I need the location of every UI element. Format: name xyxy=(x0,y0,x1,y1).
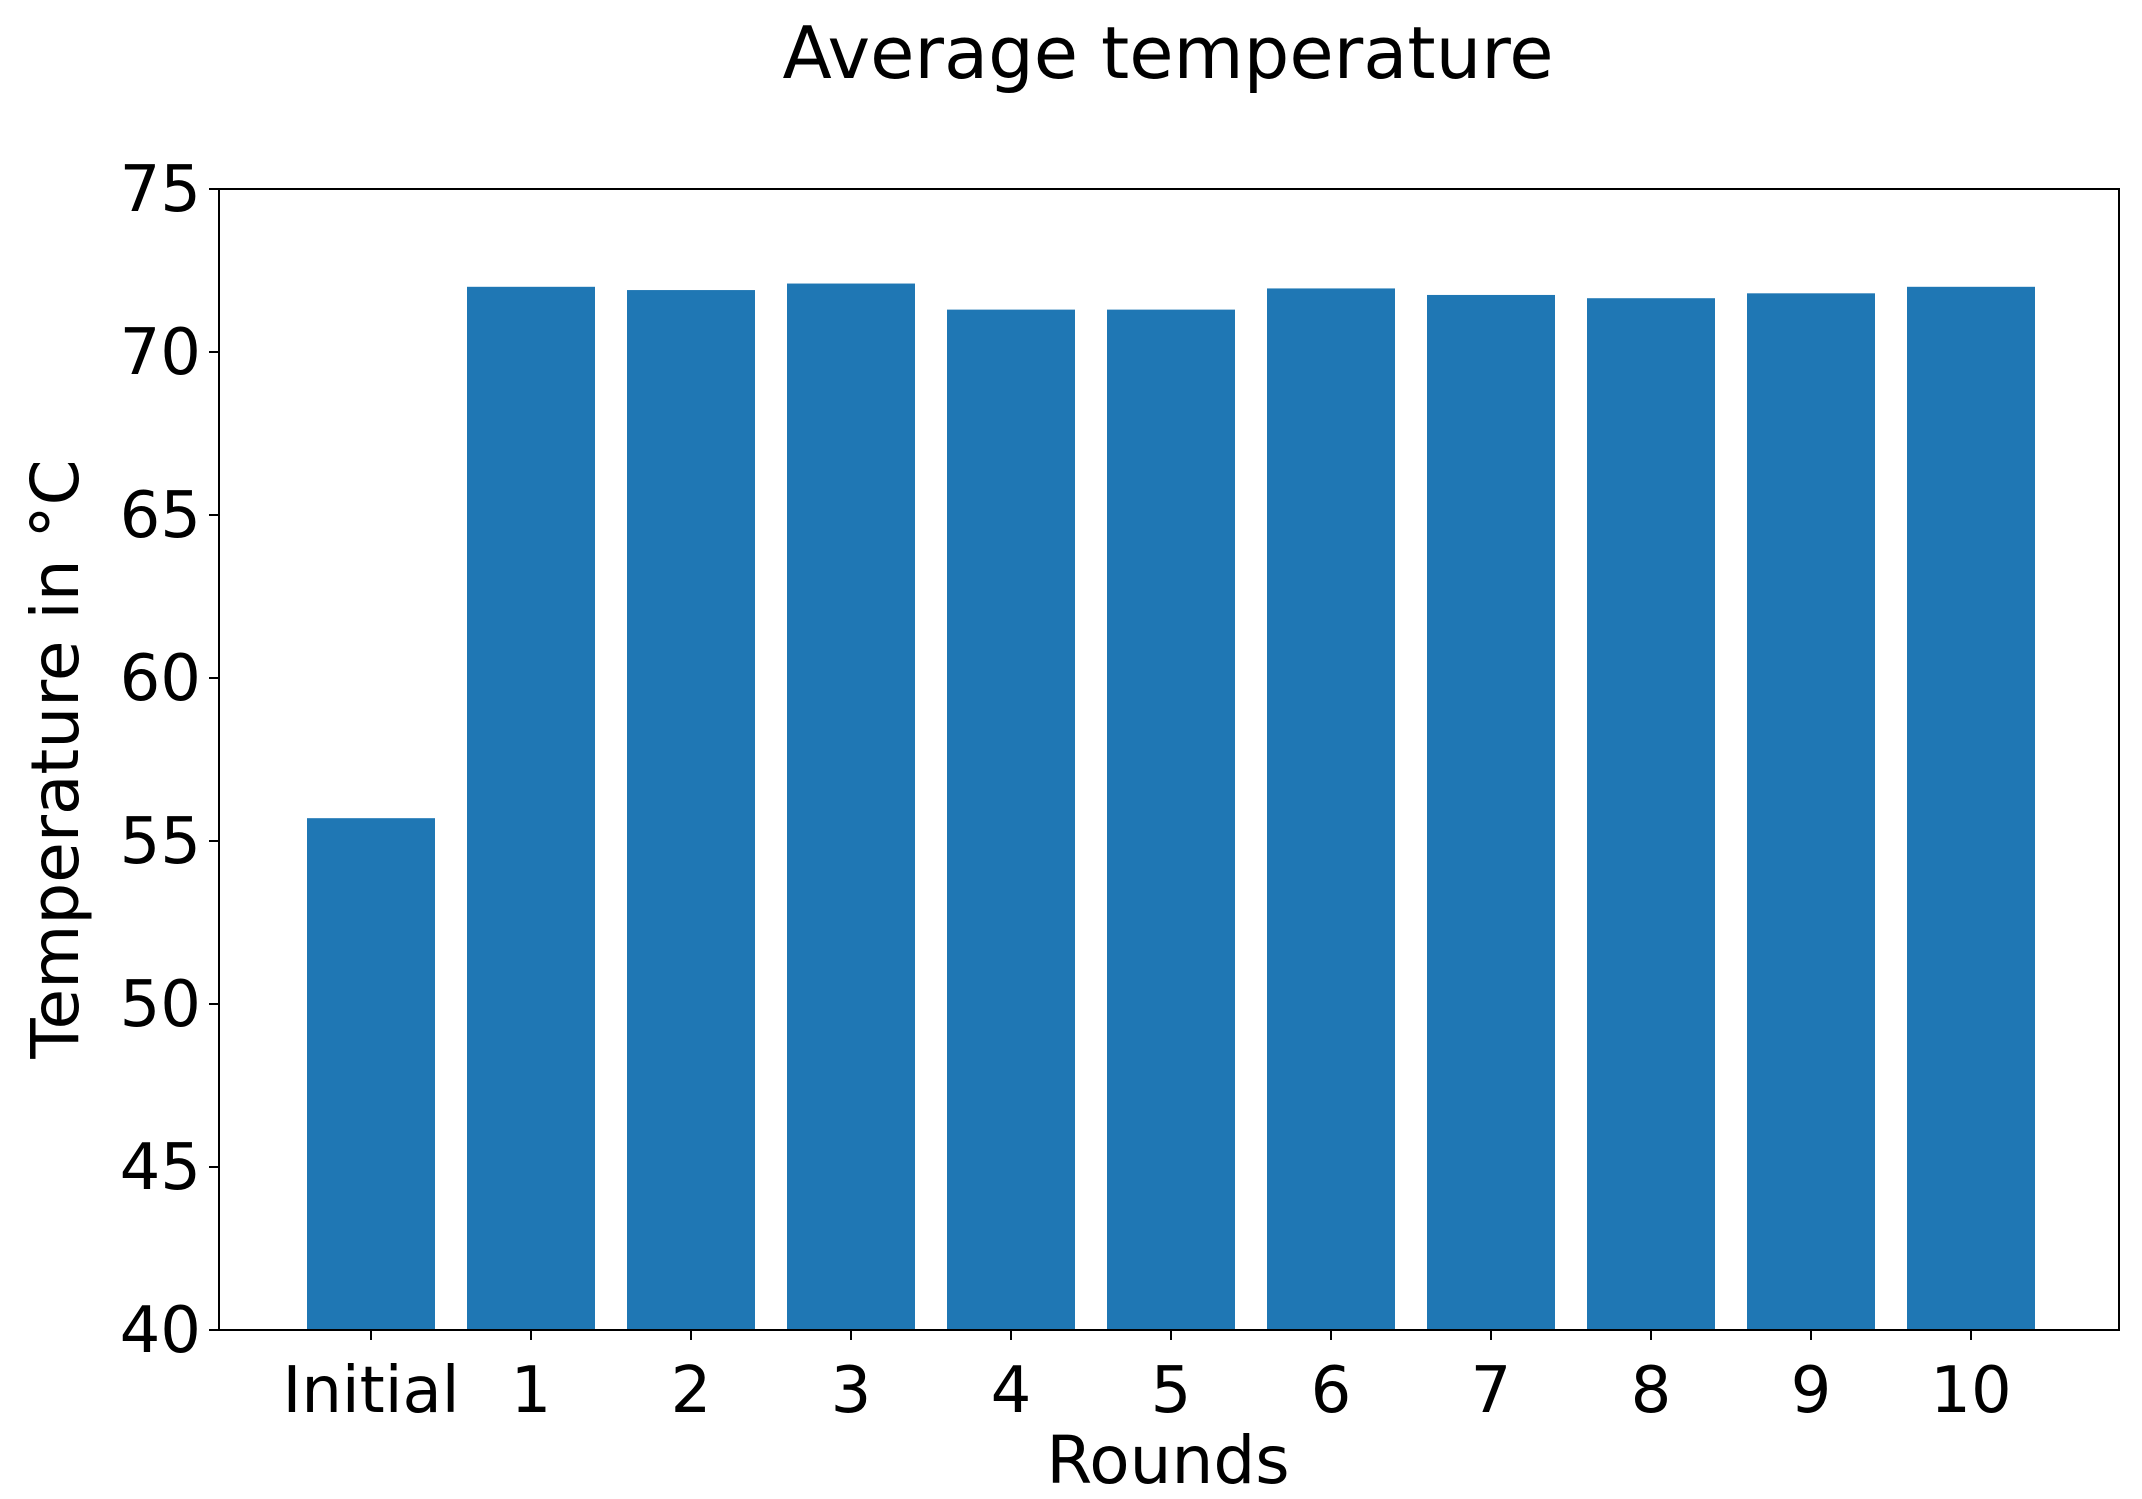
x-tick-label: 9 xyxy=(1791,1354,1832,1428)
x-tick-label: Initial xyxy=(282,1354,459,1428)
y-tick-label: 55 xyxy=(120,805,201,879)
y-tick-label: 50 xyxy=(120,968,201,1042)
y-tick-label: 45 xyxy=(120,1131,201,1205)
bar-10 xyxy=(1907,286,2035,1330)
plot-frame xyxy=(218,188,2120,1331)
bar-8 xyxy=(1587,298,1715,1331)
bar-initial xyxy=(307,818,435,1330)
bar-2 xyxy=(627,290,755,1330)
x-axis-label: Rounds xyxy=(1046,1422,1289,1499)
y-tick-label: 65 xyxy=(120,479,201,553)
x-tick-label: 1 xyxy=(511,1354,552,1428)
x-axis-ticks: Initial 1 2 3 4 5 6 7 8 9 10 xyxy=(282,1330,2012,1428)
bar-9 xyxy=(1747,293,1875,1330)
x-tick-label: 4 xyxy=(991,1354,1032,1428)
x-tick-label: 8 xyxy=(1631,1354,1672,1428)
bar-6 xyxy=(1267,288,1395,1331)
x-tick-label: 2 xyxy=(671,1354,712,1428)
y-tick-label: 40 xyxy=(120,1294,201,1368)
x-tick-label: 3 xyxy=(831,1354,872,1428)
chart-title: Average temperature xyxy=(782,11,1553,95)
bar-4 xyxy=(947,309,1075,1330)
y-tick-label: 70 xyxy=(120,316,201,390)
x-tick-label: 7 xyxy=(1471,1354,1512,1428)
bar-1 xyxy=(467,286,595,1330)
x-tick-label: 6 xyxy=(1311,1354,1352,1428)
bar-3 xyxy=(787,283,915,1330)
x-tick-label: 5 xyxy=(1151,1354,1192,1428)
y-axis-label: Temperature in °C xyxy=(17,459,94,1059)
x-tick-label: 10 xyxy=(1930,1354,2011,1428)
bar-7 xyxy=(1427,294,1555,1331)
y-axis-ticks: 40 45 50 55 60 65 70 75 xyxy=(120,153,219,1368)
bar-5 xyxy=(1107,309,1235,1330)
y-tick-label: 60 xyxy=(120,642,201,716)
y-tick-label: 75 xyxy=(120,153,201,227)
bars-group xyxy=(307,283,2035,1331)
